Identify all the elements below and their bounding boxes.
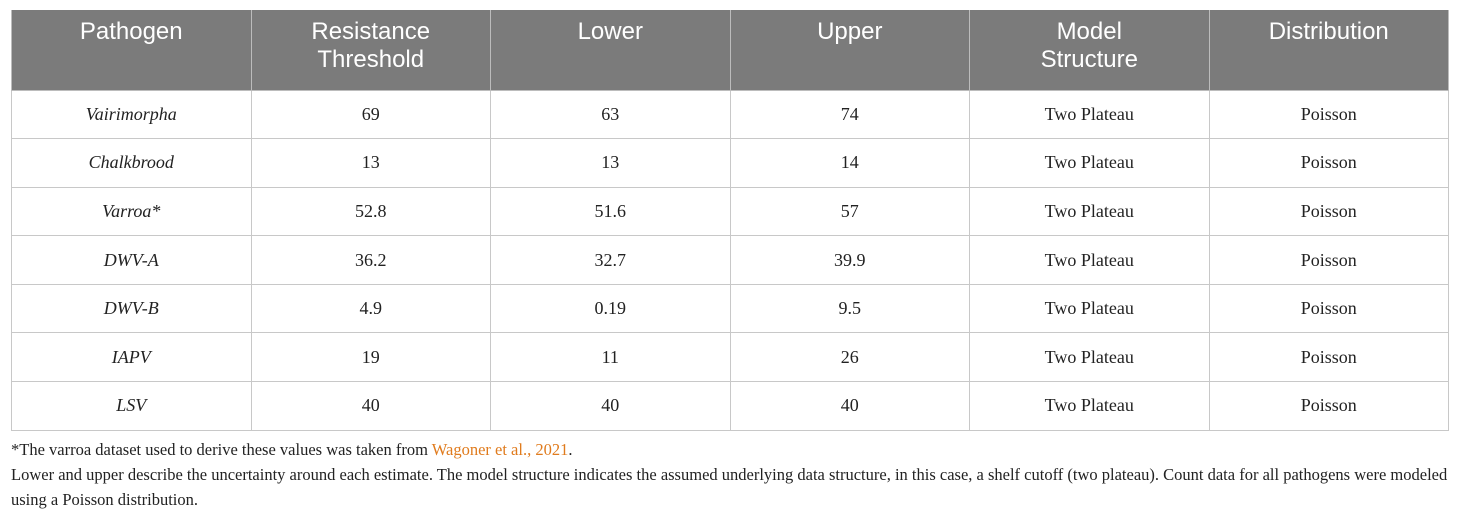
table-header: Pathogen Resistance Threshold Lower Upper Mo… <box>11 10 1449 91</box>
table-cell: Vairimorpha <box>11 89 252 140</box>
header-row: Pathogen Resistance Threshold Lower Upper Mo… <box>11 10 1449 91</box>
table-body: Vairimorpha 69 63 74 Two Plateau Poisson Chalk… <box>11 89 1449 431</box>
header-cell: Model Structure <box>969 10 1210 91</box>
table-cell: Two Plateau <box>969 89 1210 140</box>
footnotes: *The varroa dataset used to derive these… <box>11 437 1449 512</box>
table-cell: Poisson <box>1208 235 1449 285</box>
reference-link[interactable]: Wagoner et al., 2021 <box>431 439 569 459</box>
table-cell: 32.7 <box>490 235 731 285</box>
table-cell: DWV-A <box>11 235 252 285</box>
table-cell: 40 <box>250 381 491 431</box>
table-cell: Two Plateau <box>969 138 1210 188</box>
table-cell: 0.19 <box>490 283 731 334</box>
table-container: Pathogen Resistance Threshold Lower Upper Mo… <box>11 10 1449 512</box>
table-cell: IAPV <box>11 332 252 383</box>
header-cell: Lower <box>490 10 731 91</box>
table-cell: Poisson <box>1208 283 1449 334</box>
table-cell: 36.2 <box>250 235 491 285</box>
table-cell: Two Plateau <box>969 332 1210 383</box>
table-cell: Varroa* <box>11 186 252 237</box>
table-cell: 69 <box>250 89 491 140</box>
table-cell: 14 <box>729 138 970 188</box>
table-cell: Two Plateau <box>969 186 1210 237</box>
data-table: Pathogen Resistance Threshold Lower Upper Mo… <box>11 10 1449 431</box>
table-cell: 74 <box>729 89 970 140</box>
table-cell: 51.6 <box>490 186 731 237</box>
table-cell: 52.8 <box>250 186 491 237</box>
table-row: Chalkbrood 13 13 14 Two Plateau Poisson <box>11 138 1449 188</box>
table-cell: 57 <box>729 186 970 237</box>
table-cell: LSV <box>11 381 252 431</box>
table-cell: Two Plateau <box>969 381 1210 431</box>
table-cell: Poisson <box>1208 89 1449 140</box>
table-row: DWV-B 4.9 0.19 9.5 Two Plateau Poisson <box>11 283 1449 334</box>
table-cell: Poisson <box>1208 138 1449 188</box>
table-cell: 19 <box>250 332 491 383</box>
table-cell: 13 <box>490 138 731 188</box>
table-cell: DWV-B <box>11 283 252 334</box>
footnote-note: *The varroa dataset used to derive these… <box>11 437 1449 462</box>
footnote-text: . <box>568 439 573 459</box>
table-cell: 13 <box>250 138 491 188</box>
table-cell: 63 <box>490 89 731 140</box>
table-cell: 4.9 <box>250 283 491 334</box>
table-cell: Poisson <box>1208 332 1449 383</box>
table-cell: Two Plateau <box>969 235 1210 285</box>
table-cell: 40 <box>490 381 731 431</box>
header-cell: Distribution <box>1208 10 1449 91</box>
table-row: Vairimorpha 69 63 74 Two Plateau Poisson <box>11 89 1449 140</box>
table-cell: 40 <box>729 381 970 431</box>
table-cell: Two Plateau <box>969 283 1210 334</box>
header-cell: Pathogen <box>11 10 252 91</box>
table-cell: Poisson <box>1208 381 1449 431</box>
table-row: IAPV 19 11 26 Two Plateau Poisson <box>11 332 1449 383</box>
table-cell: Chalkbrood <box>11 138 252 188</box>
table-cell: 11 <box>490 332 731 383</box>
table-row: Varroa* 52.8 51.6 57 Two Plateau Poisson <box>11 186 1449 237</box>
header-cell: Upper <box>729 10 970 91</box>
table-cell: 26 <box>729 332 970 383</box>
header-cell: Resistance Threshold <box>250 10 491 91</box>
table-row: DWV-A 36.2 32.7 39.9 Two Plateau Poisson <box>11 235 1449 285</box>
table-cell: 39.9 <box>729 235 970 285</box>
table-cell: 9.5 <box>729 283 970 334</box>
footnote-description: Lower and upper describe the uncertainty… <box>11 464 1448 509</box>
table-row: LSV 40 40 40 Two Plateau Poisson <box>11 381 1449 431</box>
table-cell: Poisson <box>1208 186 1449 237</box>
footnote-text: *The varroa dataset used to derive these… <box>11 439 432 459</box>
